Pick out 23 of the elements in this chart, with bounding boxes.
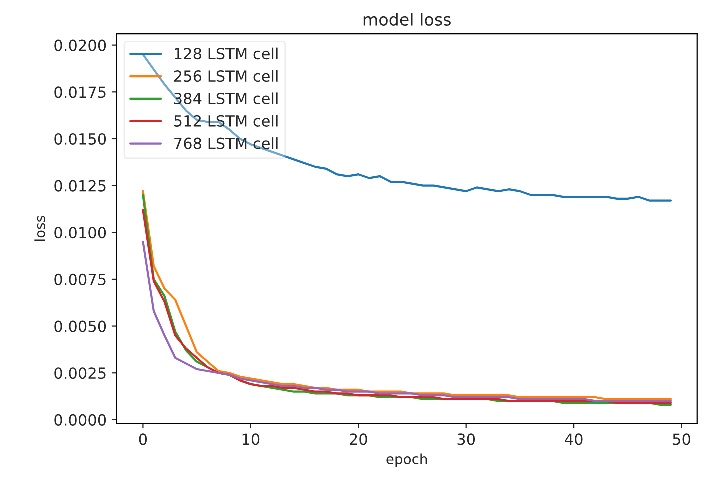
x-tick-label: 0 <box>139 434 148 446</box>
x-tick-label: 20 <box>350 434 368 446</box>
y-tick-label: 0.0050 <box>54 320 106 332</box>
x-axis-title: epoch <box>386 454 428 468</box>
legend-label: 256 LSTM cell <box>174 70 278 82</box>
x-tick-label: 40 <box>565 434 583 446</box>
y-tick-label: 0.0125 <box>54 180 106 192</box>
legend-label: 128 LSTM cell <box>175 48 278 60</box>
x-tick-label: 50 <box>673 434 690 446</box>
y-tick-label: 0.0175 <box>54 86 106 98</box>
y-tick-label: 0.0025 <box>54 368 106 380</box>
chart-title: model loss <box>364 13 451 26</box>
x-tick-label: 10 <box>242 434 260 446</box>
y-tick-label: 0.0000 <box>54 414 106 426</box>
x-tick-label: 30 <box>458 434 476 446</box>
y-tick-label: 0.0150 <box>54 133 106 146</box>
y-tick-label: 0.0200 <box>54 40 106 52</box>
y-tick-label: 0.0075 <box>54 274 106 286</box>
y-tick-label: 0.0100 <box>54 227 106 239</box>
line-series <box>142 240 672 402</box>
legend-label: 512 LSTM cell <box>174 115 278 127</box>
y-axis-title: loss <box>34 216 46 241</box>
legend-label: 768 LSTM cell <box>174 138 278 150</box>
